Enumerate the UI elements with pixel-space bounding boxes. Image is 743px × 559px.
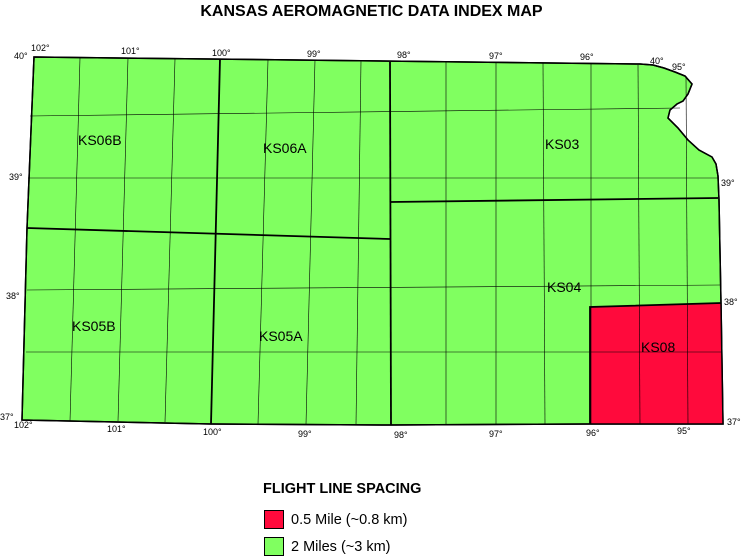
legend-item-half-mile: 0.5 Mile (~0.8 km)	[264, 510, 407, 529]
tick-top-98: 98°	[397, 50, 411, 60]
tick-left-39: 39°	[9, 172, 23, 182]
legend-item-two-miles: 2 Miles (~3 km)	[264, 537, 391, 556]
tick-right-37: 37°	[727, 417, 741, 427]
tick-top-95: 95°	[672, 62, 686, 72]
legend-label-two-miles: 2 Miles (~3 km)	[291, 538, 391, 555]
tick-top-99: 99°	[307, 49, 321, 59]
zone-label-ks06b: KS06B	[78, 132, 122, 148]
tick-bottom-101: 101°	[107, 424, 126, 434]
tick-left-40: 40°	[14, 51, 28, 61]
zone-label-ks08: KS08	[641, 339, 675, 355]
zone-label-ks05a: KS05A	[259, 328, 303, 344]
block-boundaries	[26, 58, 722, 426]
tick-left-37: 37°	[0, 412, 14, 422]
tick-bottom-98: 98°	[394, 430, 408, 440]
zone-ks08-area	[590, 303, 723, 424]
tick-top-40-right: 40°	[650, 56, 664, 66]
tick-bottom-96: 96°	[586, 428, 600, 438]
zone-label-ks06a: KS06A	[263, 140, 307, 156]
tick-top-100: 100°	[212, 48, 231, 58]
tick-bottom-95: 95°	[677, 426, 691, 436]
tick-left-38: 38°	[6, 291, 20, 301]
tick-bottom-100: 100°	[203, 427, 222, 437]
zone-label-ks05b: KS05B	[72, 318, 116, 334]
tick-top-96: 96°	[580, 52, 594, 62]
tick-bottom-99: 99°	[298, 429, 312, 439]
legend-swatch-red	[264, 510, 284, 529]
tick-right-39: 39°	[721, 178, 735, 188]
zone-label-ks03: KS03	[545, 136, 579, 152]
zone-label-ks04: KS04	[547, 279, 581, 295]
tick-top-102: 102°	[31, 43, 50, 53]
tick-bottom-97: 97°	[489, 429, 503, 439]
tick-top-101: 101°	[121, 46, 140, 56]
map-title: KANSAS AEROMAGNETIC DATA INDEX MAP	[200, 3, 543, 20]
legend-title: FLIGHT LINE SPACING	[263, 481, 422, 497]
tick-top-97: 97°	[489, 51, 503, 61]
graticule	[26, 57, 722, 426]
legend-label-half-mile: 0.5 Mile (~0.8 km)	[291, 511, 408, 528]
tick-bottom-102: 102°	[14, 420, 33, 430]
tick-right-38: 38°	[724, 297, 738, 307]
legend-swatch-green	[264, 537, 284, 556]
